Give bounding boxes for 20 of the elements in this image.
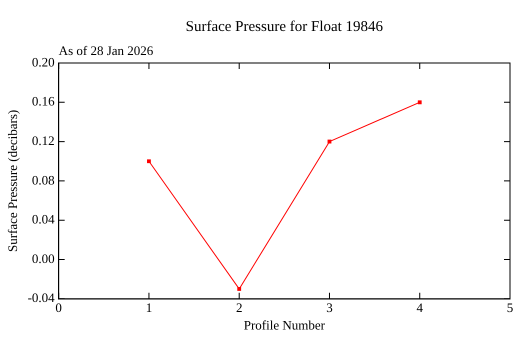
y-axis-title: Surface Pressure (decibars)	[5, 110, 20, 252]
x-tick-label: 5	[506, 300, 514, 316]
x-tick-label: 4	[416, 300, 424, 316]
x-tick-label: 1	[146, 300, 152, 316]
x-axis-title: Profile Number	[244, 318, 326, 333]
y-tick-label: 0.20	[32, 54, 55, 70]
y-tick-label: 0.16	[32, 94, 56, 109]
y-tick-label: 0.00	[32, 250, 55, 266]
point	[328, 140, 332, 144]
y-tick-label: 0.04	[32, 212, 56, 227]
x-tick-label: 2	[236, 300, 242, 316]
point	[147, 159, 151, 164]
x-tick-label: 0	[55, 300, 62, 316]
chart-title: Surface Pressure for Float 19846	[186, 19, 384, 35]
chart-subtitle: As of 28 Jan 2026	[58, 43, 154, 58]
y-tick-label: 0.12	[32, 133, 55, 148]
y-tick-label: 0.08	[32, 172, 55, 188]
y-tick-label: -0.04	[28, 290, 56, 306]
x-tick-label: 3	[326, 300, 333, 316]
point	[237, 287, 242, 291]
